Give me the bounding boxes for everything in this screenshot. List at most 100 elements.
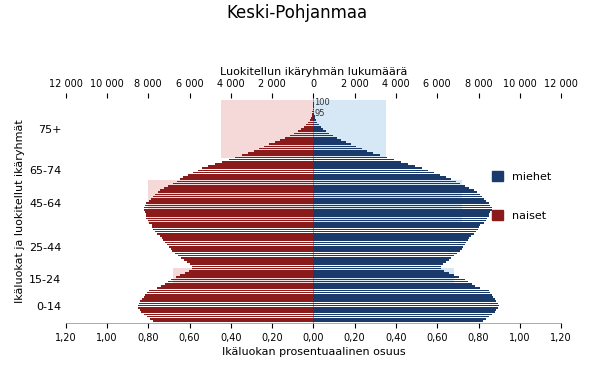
Bar: [313, 176, 445, 178]
Bar: [157, 288, 313, 289]
Bar: [313, 200, 486, 202]
Bar: [313, 316, 489, 317]
Bar: [313, 115, 314, 117]
Bar: [170, 246, 313, 248]
Bar: [313, 250, 460, 252]
Bar: [155, 194, 313, 195]
Bar: [167, 244, 313, 246]
Bar: [313, 257, 451, 259]
Bar: [313, 119, 316, 121]
Bar: [147, 292, 313, 294]
Bar: [313, 279, 465, 280]
Bar: [289, 135, 313, 137]
Bar: [313, 207, 492, 208]
Bar: [153, 196, 313, 198]
Bar: [313, 303, 498, 304]
Bar: [313, 248, 462, 250]
Bar: [139, 303, 313, 304]
Bar: [180, 178, 313, 180]
Bar: [313, 196, 482, 198]
Bar: [310, 119, 313, 121]
Bar: [313, 253, 457, 254]
Bar: [313, 276, 459, 278]
Bar: [313, 148, 362, 150]
Bar: [176, 276, 313, 278]
Bar: [313, 202, 489, 204]
Bar: [313, 270, 444, 272]
Bar: [160, 235, 313, 237]
Bar: [311, 117, 313, 119]
Bar: [313, 246, 463, 248]
Bar: [185, 272, 313, 274]
Bar: [285, 137, 313, 138]
Bar: [146, 202, 313, 204]
Bar: [313, 111, 314, 112]
Bar: [144, 207, 313, 208]
Bar: [229, 159, 313, 160]
Bar: [313, 211, 490, 213]
Bar: [313, 222, 484, 224]
Text: Keski-Pohjanmaa: Keski-Pohjanmaa: [226, 4, 367, 22]
Bar: [149, 222, 313, 224]
Bar: [269, 144, 313, 145]
Bar: [313, 189, 474, 191]
Bar: [149, 289, 313, 291]
Bar: [161, 285, 313, 287]
Bar: [280, 139, 313, 141]
Bar: [313, 135, 333, 137]
Bar: [313, 274, 454, 276]
Bar: [161, 189, 313, 191]
Bar: [313, 283, 472, 285]
Bar: [298, 130, 313, 132]
Bar: [147, 316, 313, 317]
Bar: [313, 226, 479, 228]
Bar: [313, 301, 496, 302]
Bar: [306, 124, 313, 125]
Bar: [151, 198, 313, 200]
Bar: [313, 185, 465, 186]
Bar: [313, 296, 493, 298]
Bar: [313, 209, 492, 211]
Bar: [187, 261, 313, 263]
Bar: [153, 228, 313, 230]
Bar: [180, 274, 313, 276]
Bar: [313, 235, 471, 237]
Bar: [313, 117, 315, 119]
Bar: [165, 283, 313, 285]
Bar: [183, 176, 313, 178]
Bar: [313, 240, 468, 241]
Bar: [173, 250, 313, 252]
Bar: [313, 146, 356, 147]
Bar: [141, 301, 313, 302]
Bar: [248, 152, 313, 154]
Bar: [313, 218, 487, 219]
Bar: [313, 157, 387, 158]
Bar: [313, 244, 465, 246]
Bar: [164, 187, 313, 189]
Bar: [313, 163, 408, 165]
Bar: [313, 292, 490, 294]
Bar: [308, 122, 313, 123]
Bar: [197, 170, 313, 171]
X-axis label: Luokitellun ikäryhmän lukumäärä: Luokitellun ikäryhmän lukumäärä: [219, 67, 407, 77]
Bar: [208, 165, 313, 167]
Bar: [144, 296, 313, 298]
Bar: [153, 320, 313, 322]
Y-axis label: Ikäluokat ja luokitellut ikäryhmät: Ikäluokat ja luokitellut ikäryhmät: [15, 119, 25, 303]
Bar: [313, 126, 321, 128]
Bar: [313, 285, 475, 287]
Bar: [313, 311, 495, 313]
Bar: [313, 150, 368, 152]
Bar: [313, 194, 480, 195]
Bar: [313, 294, 492, 296]
Bar: [313, 198, 484, 200]
Bar: [313, 183, 460, 185]
Bar: [235, 157, 313, 158]
Bar: [313, 165, 415, 167]
Bar: [162, 237, 313, 239]
Bar: [144, 209, 313, 211]
Bar: [275, 141, 313, 143]
Bar: [313, 241, 466, 243]
Bar: [313, 309, 496, 311]
Bar: [149, 200, 313, 202]
